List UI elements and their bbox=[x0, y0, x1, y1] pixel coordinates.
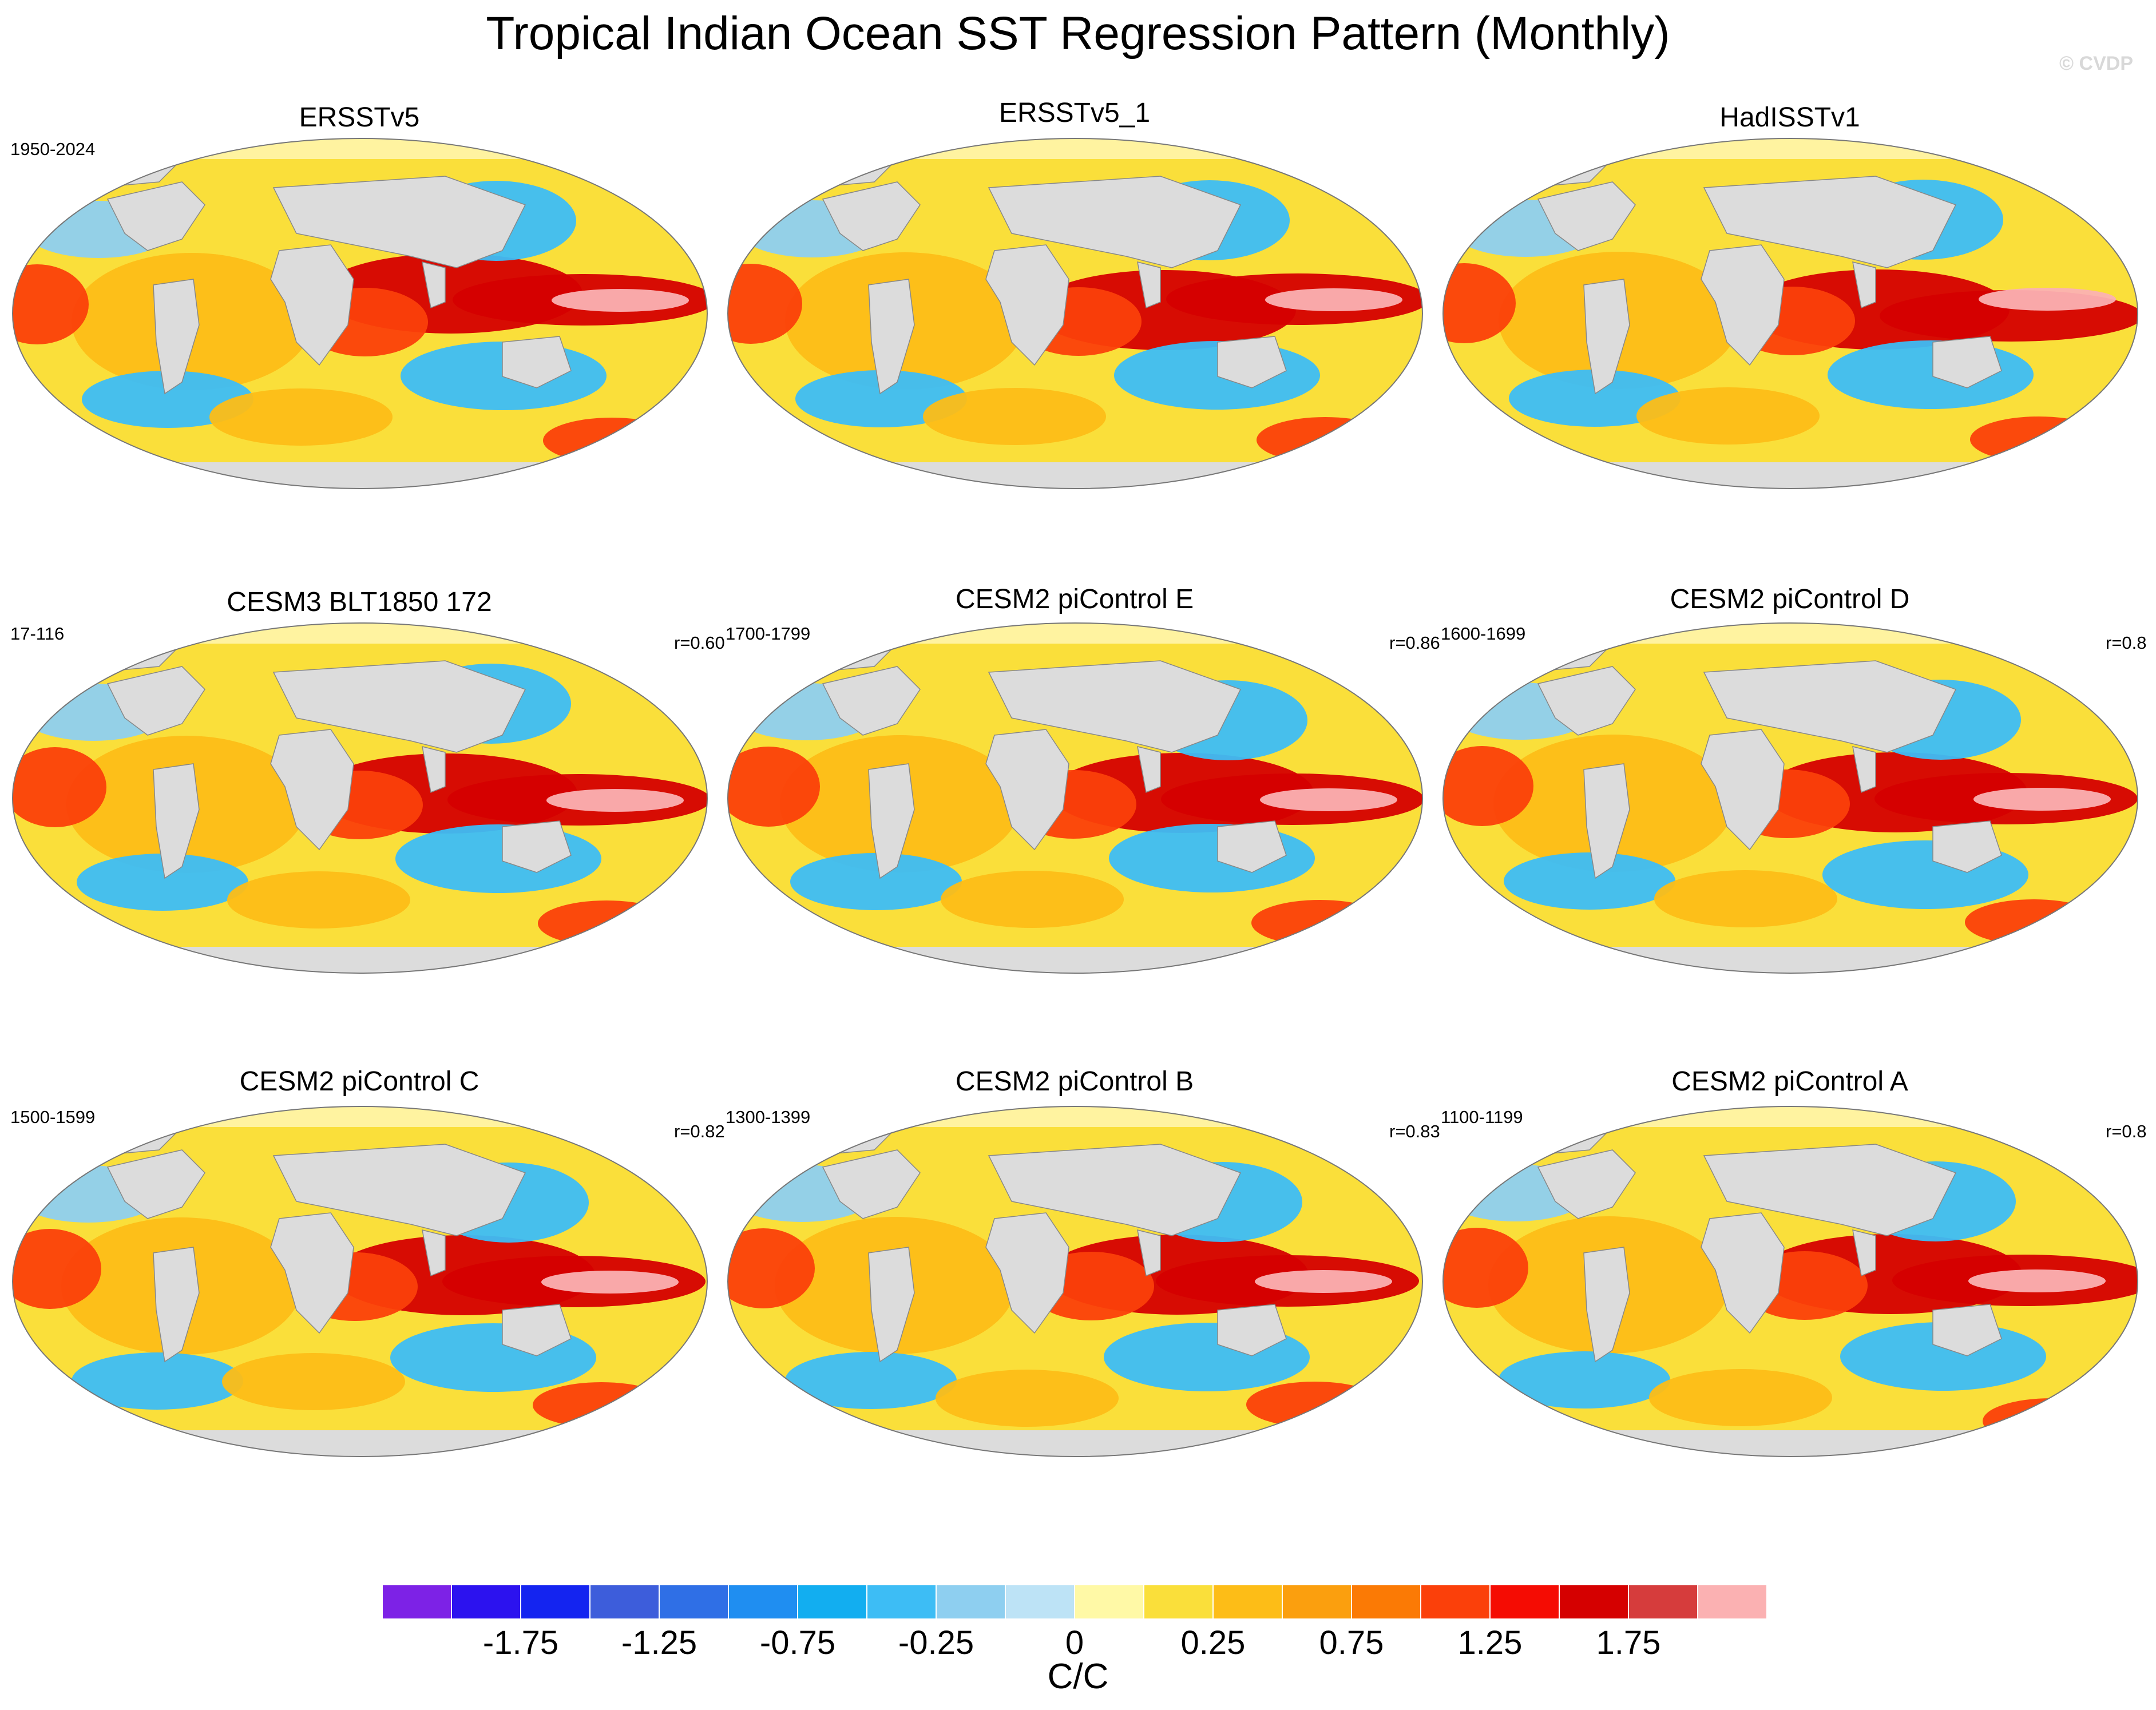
map-panel-7 bbox=[12, 1106, 708, 1457]
map-panel-5 bbox=[727, 622, 1423, 974]
colorbar-swatch-8 bbox=[866, 1585, 937, 1619]
panel-period-7: 1500-1599 bbox=[10, 1107, 96, 1127]
colorbar-swatch-17 bbox=[1489, 1585, 1560, 1619]
colorbar bbox=[382, 1585, 1767, 1619]
colorbar-swatch-11 bbox=[1074, 1585, 1144, 1619]
panel-corr-5: r=0.86 bbox=[1389, 633, 1440, 653]
colorbar-swatch-12 bbox=[1143, 1585, 1214, 1619]
figure-title: Tropical Indian Ocean SST Regression Pat… bbox=[486, 7, 1670, 59]
panel-period-1: 1950-2024 bbox=[10, 139, 96, 159]
panel-title-4: CESM3 BLT1850 172 bbox=[227, 587, 492, 617]
panel-title-1: ERSSTv5 bbox=[299, 102, 420, 133]
colorbar-swatch-4 bbox=[589, 1585, 660, 1619]
panel-title-5: CESM2 piControl E bbox=[955, 584, 1194, 614]
colorbar-swatch-9 bbox=[936, 1585, 1006, 1619]
colorbar-swatch-18 bbox=[1559, 1585, 1629, 1619]
colorbar-swatch-1 bbox=[382, 1585, 452, 1619]
map-panel-3 bbox=[1442, 138, 2138, 489]
colorbar-tick-label: -0.25 bbox=[898, 1624, 974, 1661]
colorbar-swatch-3 bbox=[520, 1585, 590, 1619]
panel-corr-7: r=0.82 bbox=[674, 1121, 725, 1141]
colorbar-swatch-14 bbox=[1282, 1585, 1352, 1619]
cvdp-watermark: © CVDP bbox=[2059, 53, 2133, 74]
map-panel-1 bbox=[12, 138, 708, 489]
colorbar-tick-label: 1.75 bbox=[1596, 1624, 1661, 1661]
map-panel-8 bbox=[727, 1106, 1423, 1457]
map-panel-4 bbox=[12, 622, 708, 974]
panel-title-9: CESM2 piControl A bbox=[1671, 1066, 1908, 1097]
map-panel-9 bbox=[1442, 1106, 2138, 1457]
panel-title-3: HadISSTv1 bbox=[1719, 102, 1860, 133]
panel-title-6: CESM2 piControl D bbox=[1670, 584, 1910, 614]
colorbar-swatch-19 bbox=[1628, 1585, 1698, 1619]
colorbar-tick-label: -1.75 bbox=[482, 1624, 559, 1661]
panel-title-8: CESM2 piControl B bbox=[955, 1066, 1194, 1097]
colorbar-swatch-20 bbox=[1697, 1585, 1767, 1619]
panel-period-8: 1300-1399 bbox=[726, 1107, 811, 1127]
colorbar-tick-label: 1.25 bbox=[1457, 1624, 1523, 1661]
panel-title-2: ERSSTv5_1 bbox=[998, 98, 1151, 128]
colorbar-tick-label: 0 bbox=[1065, 1624, 1084, 1661]
colorbar-units: C/C bbox=[1047, 1657, 1109, 1696]
panel-period-4: 17-116 bbox=[10, 624, 65, 644]
panel-title-7: CESM2 piControl C bbox=[239, 1066, 479, 1097]
colorbar-swatch-6 bbox=[728, 1585, 798, 1619]
panel-period-5: 1700-1799 bbox=[726, 624, 811, 644]
panel-corr-8: r=0.83 bbox=[1389, 1121, 1440, 1141]
colorbar-swatch-7 bbox=[797, 1585, 867, 1619]
panel-period-6: 1600-1699 bbox=[1441, 624, 1526, 644]
colorbar-swatch-10 bbox=[1005, 1585, 1075, 1619]
panel-corr-4: r=0.60 bbox=[674, 633, 725, 653]
colorbar-swatch-16 bbox=[1420, 1585, 1491, 1619]
colorbar-tick-label: 0.75 bbox=[1319, 1624, 1384, 1661]
panel-period-9: 1100-1199 bbox=[1441, 1107, 1523, 1127]
map-panel-2 bbox=[727, 138, 1423, 489]
panel-corr-9: r=0.8 bbox=[2106, 1121, 2147, 1141]
colorbar-tick-label: -0.75 bbox=[759, 1624, 836, 1661]
colorbar-swatch-2 bbox=[451, 1585, 521, 1619]
colorbar-swatch-5 bbox=[659, 1585, 729, 1619]
map-panel-6 bbox=[1442, 622, 2138, 974]
colorbar-swatch-13 bbox=[1212, 1585, 1283, 1619]
panel-corr-6: r=0.8 bbox=[2106, 633, 2147, 653]
colorbar-tick-label: 0.25 bbox=[1180, 1624, 1246, 1661]
colorbar-swatch-15 bbox=[1351, 1585, 1421, 1619]
colorbar-tick-label: -1.25 bbox=[621, 1624, 697, 1661]
